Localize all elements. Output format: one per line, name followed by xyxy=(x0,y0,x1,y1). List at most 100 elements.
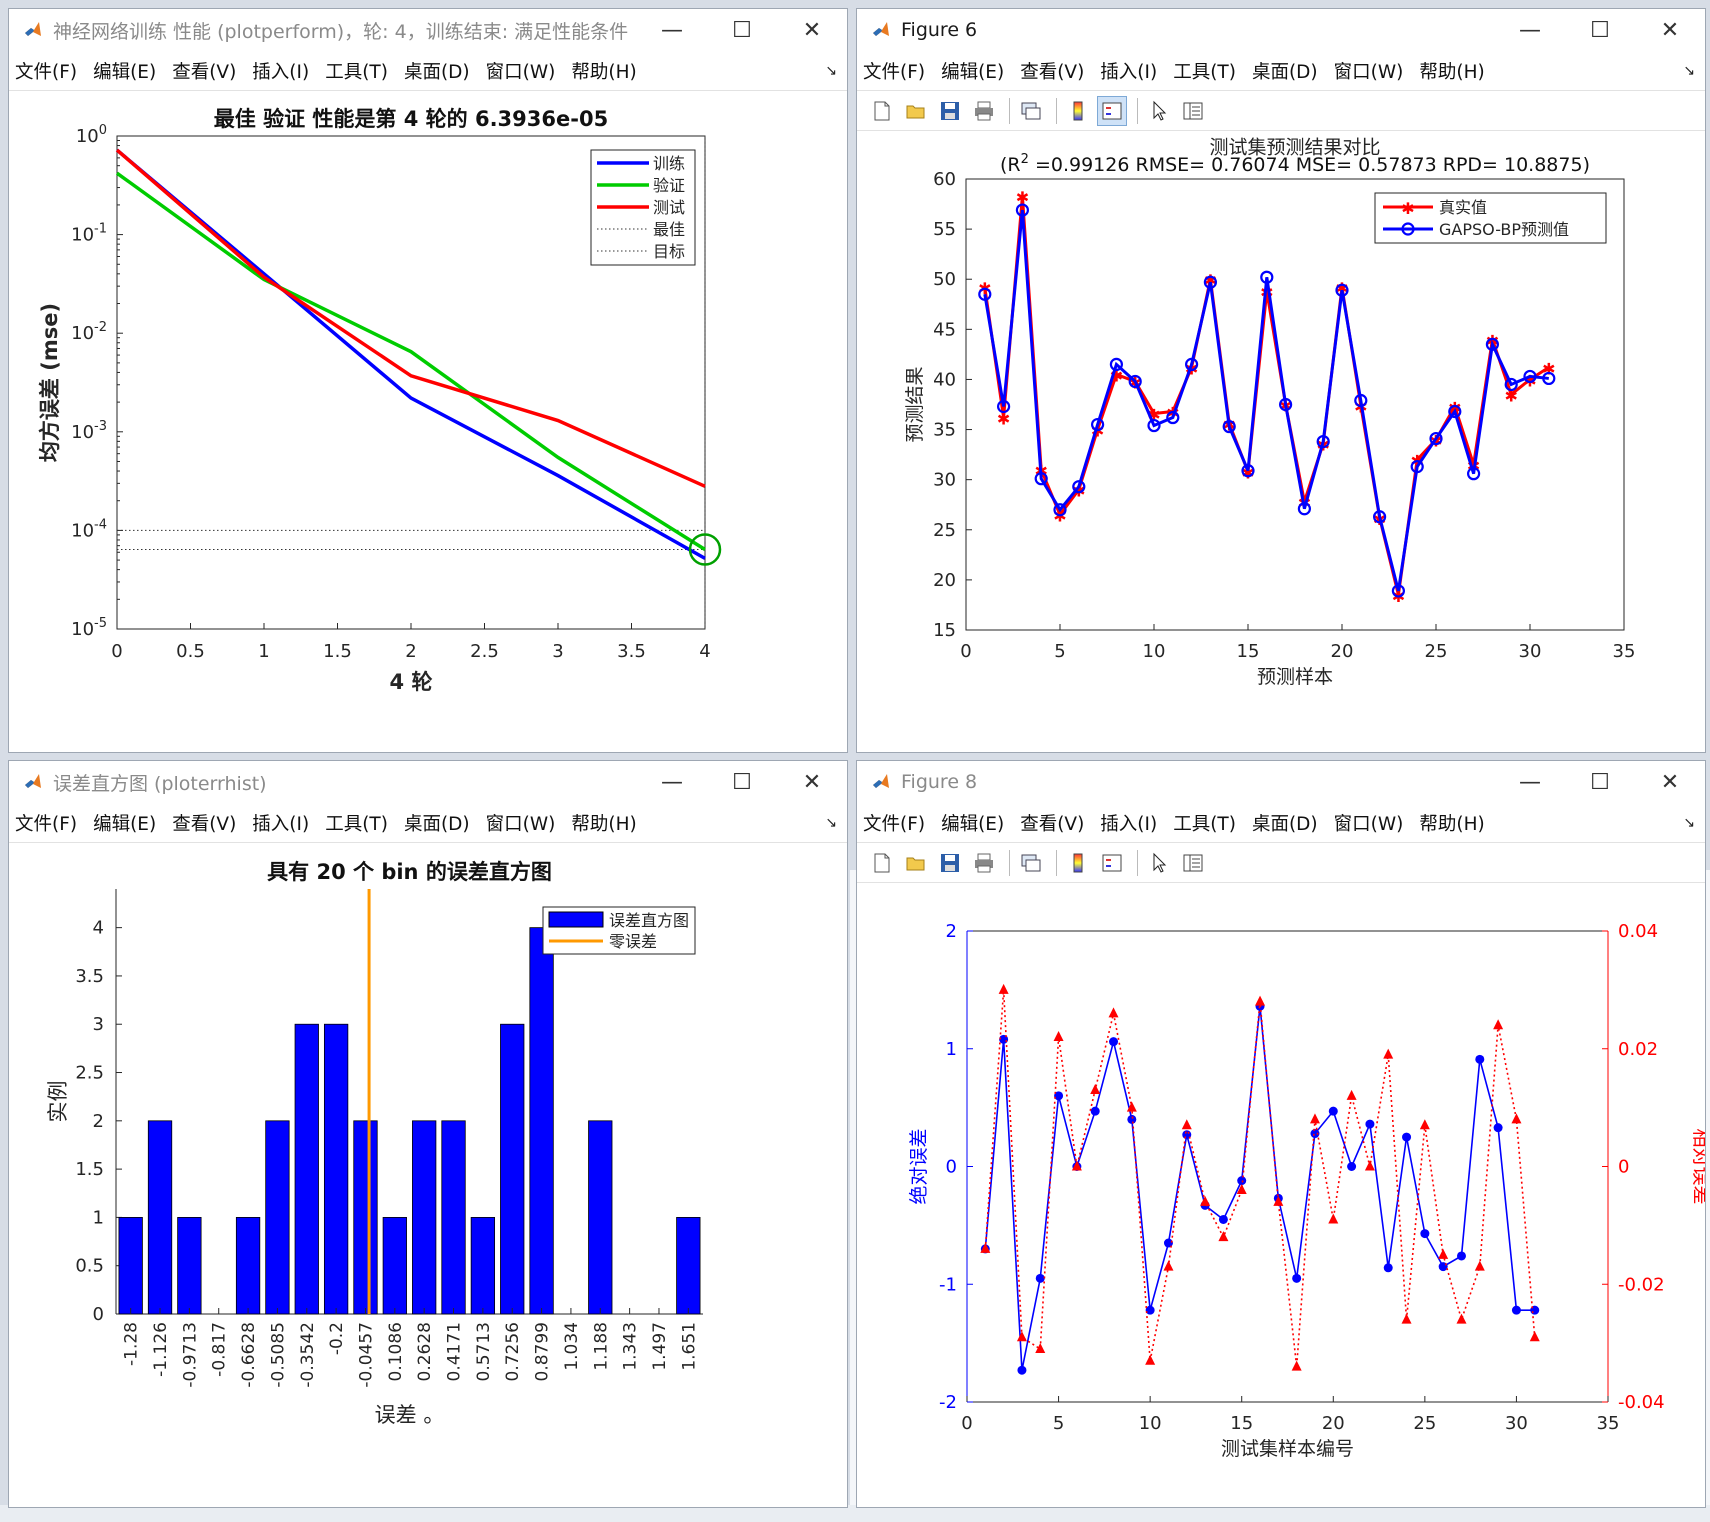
pointer-icon[interactable] xyxy=(1144,848,1174,878)
menu-insert[interactable]: 插入(I) xyxy=(1100,813,1158,835)
data-point-relative xyxy=(1383,1048,1394,1059)
menu-tools[interactable]: 工具(T) xyxy=(1173,61,1236,83)
close-button[interactable]: ✕ xyxy=(1660,769,1680,795)
maximize-button[interactable]: ☐ xyxy=(1590,17,1610,43)
maximize-button[interactable]: ☐ xyxy=(1590,769,1610,795)
new-figure-icon[interactable] xyxy=(867,848,897,878)
y-tick-label: 60 xyxy=(933,169,956,190)
menu-help[interactable]: 帮助(H) xyxy=(571,61,637,83)
menu-view[interactable]: 查看(V) xyxy=(172,61,237,83)
print-icon[interactable] xyxy=(969,96,999,126)
open-file-icon[interactable] xyxy=(901,96,931,126)
data-point xyxy=(1260,270,1274,284)
data-point-relative xyxy=(1200,1195,1211,1206)
data-point xyxy=(1410,460,1424,474)
menu-insert[interactable]: 插入(I) xyxy=(1100,61,1158,83)
y-axis-label: 均方误差 (mse) xyxy=(38,303,62,462)
menu-insert[interactable]: 插入(I) xyxy=(252,813,310,835)
legend-icon[interactable] xyxy=(1097,95,1127,126)
matlab-icon xyxy=(25,774,41,788)
colorbar-icon[interactable] xyxy=(1063,848,1093,878)
menu-edit[interactable]: 编辑(E) xyxy=(93,61,157,83)
data-point xyxy=(1091,417,1105,432)
minimize-button[interactable]: — xyxy=(1519,17,1541,43)
menu-window[interactable]: 窗口(W) xyxy=(1333,813,1404,835)
menu-help[interactable]: 帮助(H) xyxy=(571,813,637,835)
titlebar[interactable]: 神经网络训练 性能 (plotperform)，轮: 4，训练结束: 满足性能条… xyxy=(9,9,847,51)
menu-insert[interactable]: 插入(I) xyxy=(252,61,310,83)
data-point-relative xyxy=(980,1242,991,1253)
y-axis-label: 实例 xyxy=(46,1081,70,1123)
toolbar-separator xyxy=(1137,97,1138,124)
x-tick-label: 1.651 xyxy=(679,1322,699,1371)
menu-desktop[interactable]: 桌面(D) xyxy=(1251,813,1318,835)
menu-edit[interactable]: 编辑(E) xyxy=(941,61,1005,83)
new-figure-icon[interactable] xyxy=(867,96,897,126)
menu-help[interactable]: 帮助(H) xyxy=(1419,61,1485,83)
menu-file[interactable]: 文件(F) xyxy=(15,61,78,83)
x-tick-label: -0.817 xyxy=(210,1322,230,1377)
colorbar-icon[interactable] xyxy=(1063,96,1093,126)
pointer-icon[interactable] xyxy=(1144,96,1174,126)
menu-view[interactable]: 查看(V) xyxy=(1020,813,1085,835)
menu-tools[interactable]: 工具(T) xyxy=(325,813,388,835)
data-point xyxy=(1072,480,1086,494)
menu-desktop[interactable]: 桌面(D) xyxy=(403,61,470,83)
dock-arrow-icon[interactable]: ↘ xyxy=(825,815,837,831)
error-analysis-plot: 0 5 10 15 20 25 30 35 -2 -1 0 1 2 -0.04 -0.02 0 0.02 0.04… xyxy=(908,921,1705,1460)
dock-arrow-icon[interactable]: ↘ xyxy=(1683,815,1695,831)
menu-view[interactable]: 查看(V) xyxy=(1020,61,1085,83)
titlebar[interactable]: 误差直方图 (ploterrhist) — ☐ ✕ xyxy=(9,761,847,803)
menu-view[interactable]: 查看(V) xyxy=(172,813,237,835)
data-point-absolute xyxy=(1511,1305,1521,1315)
menu-desktop[interactable]: 桌面(D) xyxy=(1251,61,1318,83)
menu-window[interactable]: 窗口(W) xyxy=(1333,61,1404,83)
minimize-button[interactable]: — xyxy=(661,769,683,795)
menu-tools[interactable]: 工具(T) xyxy=(325,61,388,83)
minimize-button[interactable]: — xyxy=(661,17,683,43)
maximize-button[interactable]: ☐ xyxy=(732,769,752,795)
menu-edit[interactable]: 编辑(E) xyxy=(941,813,1005,835)
maximize-button[interactable]: ☐ xyxy=(732,17,752,43)
link-plot-icon[interactable] xyxy=(1016,848,1046,878)
menu-file[interactable]: 文件(F) xyxy=(15,813,78,835)
menu-file[interactable]: 文件(F) xyxy=(863,61,926,83)
matlab-icon xyxy=(873,22,889,36)
menu-edit[interactable]: 编辑(E) xyxy=(93,813,157,835)
x-tick-label: -0.9713 xyxy=(180,1322,200,1388)
menu-window[interactable]: 窗口(W) xyxy=(485,813,556,835)
close-button[interactable]: ✕ xyxy=(1660,17,1680,43)
property-inspector-icon[interactable] xyxy=(1178,848,1208,878)
menu-tools[interactable]: 工具(T) xyxy=(1173,813,1236,835)
link-plot-icon[interactable] xyxy=(1016,96,1046,126)
data-point-absolute xyxy=(1310,1129,1320,1139)
figure-canvas: 最佳 验证 性能是第 4 轮的 6.3936e-05 10-5 10-4 10-3 10… xyxy=(9,91,847,752)
x-tick-label: 20 xyxy=(1322,1413,1345,1434)
dock-arrow-icon[interactable]: ↘ xyxy=(1683,63,1695,79)
open-file-icon[interactable] xyxy=(901,848,931,878)
data-point xyxy=(1335,283,1349,297)
save-icon[interactable] xyxy=(935,848,965,878)
x-tick-label: 3 xyxy=(552,641,563,662)
titlebar[interactable]: Figure 6 — ☐ ✕ xyxy=(857,9,1705,51)
close-button[interactable]: ✕ xyxy=(802,769,822,795)
menu-file[interactable]: 文件(F) xyxy=(863,813,926,835)
best-marker xyxy=(688,533,722,566)
data-point-relative xyxy=(1511,1113,1522,1124)
property-inspector-icon[interactable] xyxy=(1178,96,1208,126)
close-button[interactable]: ✕ xyxy=(802,17,822,43)
menu-help[interactable]: 帮助(H) xyxy=(1419,813,1485,835)
menu-window[interactable]: 窗口(W) xyxy=(485,61,556,83)
menu-desktop[interactable]: 桌面(D) xyxy=(403,813,470,835)
print-icon[interactable] xyxy=(969,848,999,878)
legend-icon[interactable] xyxy=(1097,848,1127,878)
minimize-button[interactable]: — xyxy=(1519,769,1541,795)
titlebar[interactable]: Figure 8 — ☐ ✕ xyxy=(857,761,1705,803)
dock-arrow-icon[interactable]: ↘ xyxy=(825,63,837,79)
y-tick-label: 1 xyxy=(93,1207,104,1228)
x-tick-label: 0.4171 xyxy=(445,1322,465,1381)
series-line-2 xyxy=(115,148,706,488)
save-icon[interactable] xyxy=(935,96,965,126)
data-point-absolute xyxy=(1456,1251,1466,1261)
chart-title: 具有 20 个 bin 的误差直方图 xyxy=(267,860,552,884)
